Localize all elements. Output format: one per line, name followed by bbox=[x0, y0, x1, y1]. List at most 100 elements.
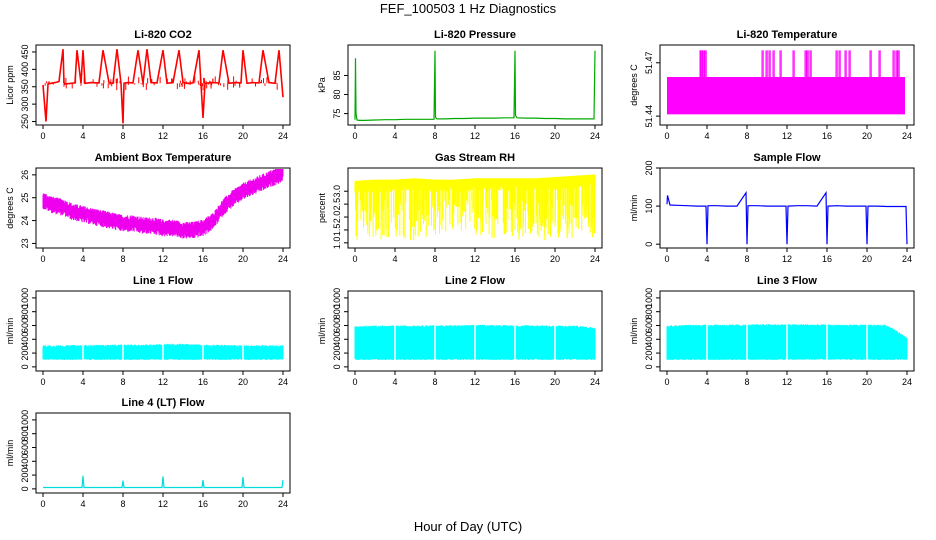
y-tick-label: 25 bbox=[20, 193, 30, 203]
x-tick-label: 12 bbox=[470, 254, 480, 264]
y-tick-label: 800 bbox=[20, 304, 30, 319]
y-tick-label: 24 bbox=[20, 216, 30, 226]
x-tick-label: 12 bbox=[470, 131, 480, 141]
plot-frame bbox=[35, 44, 291, 126]
x-tick-label: 4 bbox=[392, 131, 397, 141]
y-tick-label: 600 bbox=[644, 318, 654, 333]
panel-title: Li-820 CO2 bbox=[134, 29, 191, 41]
panel-5: Gas Stream RH percent 0 4 8 12 16 20 24 1.01.52.0… bbox=[317, 152, 603, 264]
y-tick-label: 250 bbox=[20, 114, 30, 129]
panel-title: Li-820 Temperature bbox=[737, 29, 838, 41]
x-tick-label: 0 bbox=[40, 377, 45, 387]
x-tick-label: 24 bbox=[902, 377, 912, 387]
x-tick-label: 8 bbox=[432, 131, 437, 141]
y-tick-label: 800 bbox=[332, 304, 342, 319]
y-axis-label: kPa bbox=[317, 77, 327, 93]
x-tick-label: 0 bbox=[352, 131, 357, 141]
y-tick-label: 100 bbox=[644, 199, 654, 214]
y-tick-label: 200 bbox=[20, 468, 30, 483]
panel-1: Li-820 CO2 Licor ppm 0 4 8 12 16 20 24 250 300 350 4… bbox=[5, 29, 291, 141]
plot-area bbox=[666, 323, 908, 364]
y-tick-label: 600 bbox=[20, 318, 30, 333]
panel-3: Li-820 Temperature degrees C 0 4 8 12 16 20 24 51… bbox=[629, 29, 915, 141]
plot-area bbox=[666, 190, 908, 245]
panel-title: Line 2 Flow bbox=[445, 275, 505, 287]
x-tick-label: 4 bbox=[80, 254, 85, 264]
y-tick-label: 23 bbox=[20, 238, 30, 248]
y-tick-label: 3.0 bbox=[332, 185, 342, 198]
x-tick-label: 8 bbox=[432, 254, 437, 264]
y-tick-label: 1000 bbox=[332, 288, 342, 308]
panel-9: Line 3 Flow ml/min 0 4 8 12 16 20 24 0 20040060080… bbox=[629, 275, 915, 387]
panel-title: Line 4 (LT) Flow bbox=[122, 397, 205, 409]
panel-title: Sample Flow bbox=[753, 152, 821, 164]
plot-area bbox=[354, 324, 596, 364]
y-tick-label: 1000 bbox=[20, 410, 30, 430]
y-tick-label: 350 bbox=[20, 79, 30, 94]
x-tick-label: 12 bbox=[158, 254, 168, 264]
y-tick-label: 2.0 bbox=[332, 211, 342, 224]
x-tick-label: 4 bbox=[392, 254, 397, 264]
y-tick-label: 0 bbox=[332, 364, 342, 369]
y-tick-label: 51.47 bbox=[644, 52, 654, 75]
x-tick-label: 12 bbox=[158, 131, 168, 141]
y-tick-label: 85 bbox=[332, 70, 342, 80]
x-tick-label: 24 bbox=[590, 377, 600, 387]
panel-6: Sample Flow ml/min 0 4 8 12 16 20 24 0 100 200 bbox=[629, 152, 915, 264]
x-tick-label: 20 bbox=[238, 131, 248, 141]
x-tick-label: 8 bbox=[120, 499, 125, 509]
x-tick-label: 12 bbox=[158, 499, 168, 509]
series-line bbox=[42, 49, 284, 124]
y-tick-label: 400 bbox=[332, 332, 342, 347]
y-tick-label: 800 bbox=[20, 426, 30, 441]
x-tick-label: 8 bbox=[744, 131, 749, 141]
x-tick-label: 16 bbox=[822, 377, 832, 387]
plot-area bbox=[43, 475, 284, 489]
y-tick-label: 400 bbox=[644, 332, 654, 347]
x-tick-label: 0 bbox=[40, 254, 45, 264]
x-tick-label: 20 bbox=[238, 377, 248, 387]
x-tick-label: 20 bbox=[862, 254, 872, 264]
y-tick-label: 26 bbox=[20, 170, 30, 180]
y-tick-label: 300 bbox=[20, 97, 30, 112]
x-tick-label: 8 bbox=[120, 377, 125, 387]
series-line bbox=[354, 50, 596, 122]
y-tick-label: 0 bbox=[644, 364, 654, 369]
x-tick-label: 0 bbox=[664, 254, 669, 264]
x-tick-label: 24 bbox=[278, 377, 288, 387]
x-tick-label: 24 bbox=[902, 254, 912, 264]
x-tick-label: 24 bbox=[590, 254, 600, 264]
panel-7: Line 1 Flow ml/min 0 4 8 12 16 20 24 0 20040060080… bbox=[5, 275, 291, 387]
x-tick-label: 16 bbox=[510, 254, 520, 264]
x-tick-label: 12 bbox=[782, 254, 792, 264]
x-tick-label: 8 bbox=[120, 254, 125, 264]
plot-area bbox=[42, 49, 284, 124]
figure-title: FEF_100503 1 Hz Diagnostics bbox=[380, 1, 557, 16]
series-line bbox=[666, 190, 908, 245]
x-tick-label: 12 bbox=[470, 377, 480, 387]
y-tick-label: 0 bbox=[644, 242, 654, 247]
x-tick-label: 0 bbox=[352, 254, 357, 264]
plot-area bbox=[354, 50, 596, 122]
plot-area bbox=[667, 50, 905, 115]
x-tick-label: 4 bbox=[392, 377, 397, 387]
panel-8: Line 2 Flow ml/min 0 4 8 12 16 20 24 0 20040060080… bbox=[317, 275, 603, 387]
panel-title: Ambient Box Temperature bbox=[95, 152, 232, 164]
y-axis-label: ml/min bbox=[629, 195, 639, 222]
y-tick-label: 800 bbox=[644, 304, 654, 319]
panel-title: Li-820 Pressure bbox=[434, 29, 516, 41]
x-tick-label: 20 bbox=[550, 377, 560, 387]
x-tick-label: 20 bbox=[862, 377, 872, 387]
y-tick-label: 80 bbox=[332, 90, 342, 100]
y-tick-label: 1000 bbox=[644, 288, 654, 308]
series-line bbox=[354, 174, 596, 241]
x-tick-label: 4 bbox=[704, 377, 709, 387]
x-tick-label: 16 bbox=[510, 377, 520, 387]
y-tick-label: 600 bbox=[20, 440, 30, 455]
x-tick-label: 20 bbox=[550, 254, 560, 264]
y-tick-label: 1.0 bbox=[332, 237, 342, 250]
plot-area bbox=[42, 169, 284, 239]
x-tick-label: 8 bbox=[432, 377, 437, 387]
x-tick-label: 24 bbox=[278, 254, 288, 264]
